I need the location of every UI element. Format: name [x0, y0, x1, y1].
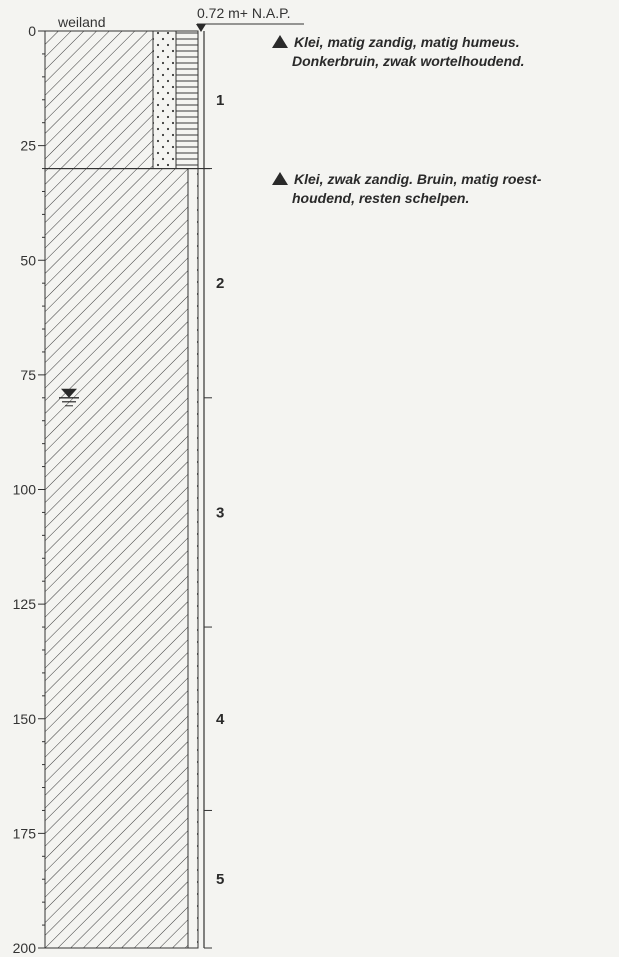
depth-axis: 0 25 50 75 100 125 150 175 200 [13, 23, 46, 956]
triangle-icon [272, 171, 288, 185]
layer-1-sand-dots [152, 30, 177, 170]
depth-tick-label: 125 [13, 596, 37, 612]
groundwater-level-icon [59, 388, 79, 407]
sample-label: 1 [216, 92, 224, 109]
layer-2-clay-hatch [44, 168, 189, 949]
depth-tick-label: 25 [20, 138, 36, 154]
sample-label: 5 [216, 871, 224, 888]
depth-tick-label: 50 [20, 252, 36, 268]
depth-tick-label: 0 [28, 23, 36, 39]
depth-tick-label: 150 [13, 711, 37, 727]
layer-description-1-line-1: Klei, matig zandig, matig humeus. [294, 34, 520, 50]
depth-tick-label: 200 [13, 940, 37, 956]
depth-tick-label: 75 [20, 367, 36, 383]
layer-1-humus-lines [175, 30, 199, 170]
layer-1-clay-hatch [44, 30, 154, 170]
surface-marker-icon [196, 24, 206, 32]
layer-description-2: Klei, zwak zandig. Bruin, matig roest- h… [272, 170, 541, 208]
depth-tick-label: 100 [13, 482, 37, 498]
layer-description-2-line-2: houdend, resten schelpen. [292, 189, 470, 206]
depth-tick-label: 175 [13, 825, 37, 841]
layer-description-1: Klei, matig zandig, matig humeus. Donker… [272, 33, 525, 71]
layer-description-2-line-1: Klei, zwak zandig. Bruin, matig roest- [294, 170, 542, 187]
sample-label: 2 [216, 275, 224, 292]
sample-column: 1 2 3 4 5 [203, 31, 225, 949]
triangle-icon [272, 35, 288, 48]
land-use-label: weiland [57, 14, 105, 30]
layer-description-1-line-2: Donkerbruin, zwak wortelhoudend. [292, 53, 525, 69]
elevation-label: 0.72 m+ N.A.P. [197, 5, 291, 21]
sample-label: 4 [216, 711, 225, 728]
layer-2-sand-dots [187, 168, 199, 949]
lithology-column [44, 30, 210, 949]
sample-label: 3 [216, 504, 224, 521]
